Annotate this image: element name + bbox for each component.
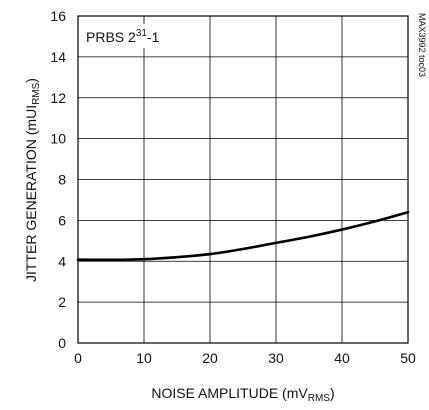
- annotation-background: [82, 24, 160, 48]
- x-tick-label-0: 0: [74, 350, 82, 366]
- prbs-annotation: PRBS 231-1: [86, 28, 160, 45]
- x-tick-label-40: 40: [334, 350, 350, 366]
- y-axis-label: JITTER GENERATION (mUIRMS): [23, 78, 42, 282]
- x-tick-label-10: 10: [136, 350, 152, 366]
- y-tick-label-2: 2: [58, 294, 66, 310]
- series-layer: [76, 210, 410, 262]
- annotation-prefix: PRBS 2: [86, 29, 136, 45]
- annotation-superscript: 31: [136, 28, 148, 39]
- series-line-0: [76, 210, 410, 262]
- y-axis-label-main: JITTER GENERATION (mUI: [23, 105, 39, 282]
- annotation-suffix: -1: [147, 29, 160, 45]
- y-tick-label-4: 4: [58, 253, 66, 269]
- tick-labels: 0 10 20 30 40 50 0 2 4 6 8 10 12 14 16: [50, 8, 416, 366]
- x-axis-label-close: ): [330, 385, 335, 401]
- y-tick-label-16: 16: [50, 8, 66, 24]
- y-tick-label-6: 6: [58, 212, 66, 228]
- x-axis-label-main: NOISE AMPLITUDE (mV: [151, 385, 308, 401]
- y-tick-label-8: 8: [58, 172, 66, 188]
- y-axis-label-sub: RMS: [31, 82, 42, 105]
- x-tick-label-50: 50: [400, 350, 416, 366]
- y-tick-label-14: 14: [50, 49, 66, 65]
- grid-lines: [77, 15, 409, 344]
- y-axis-label-close: ): [23, 78, 39, 83]
- x-tick-label-20: 20: [202, 350, 218, 366]
- y-tick-label-0: 0: [58, 335, 66, 351]
- y-tick-label-12: 12: [50, 90, 66, 106]
- y-tick-label-10: 10: [50, 131, 66, 147]
- x-axis-label-sub: RMS: [308, 393, 331, 404]
- plot-frame: [77, 15, 409, 344]
- watermark-text: MAX3992 toc03: [417, 13, 427, 77]
- x-axis-label: NOISE AMPLITUDE (mVRMS): [151, 385, 334, 404]
- x-tick-label-30: 30: [268, 350, 284, 366]
